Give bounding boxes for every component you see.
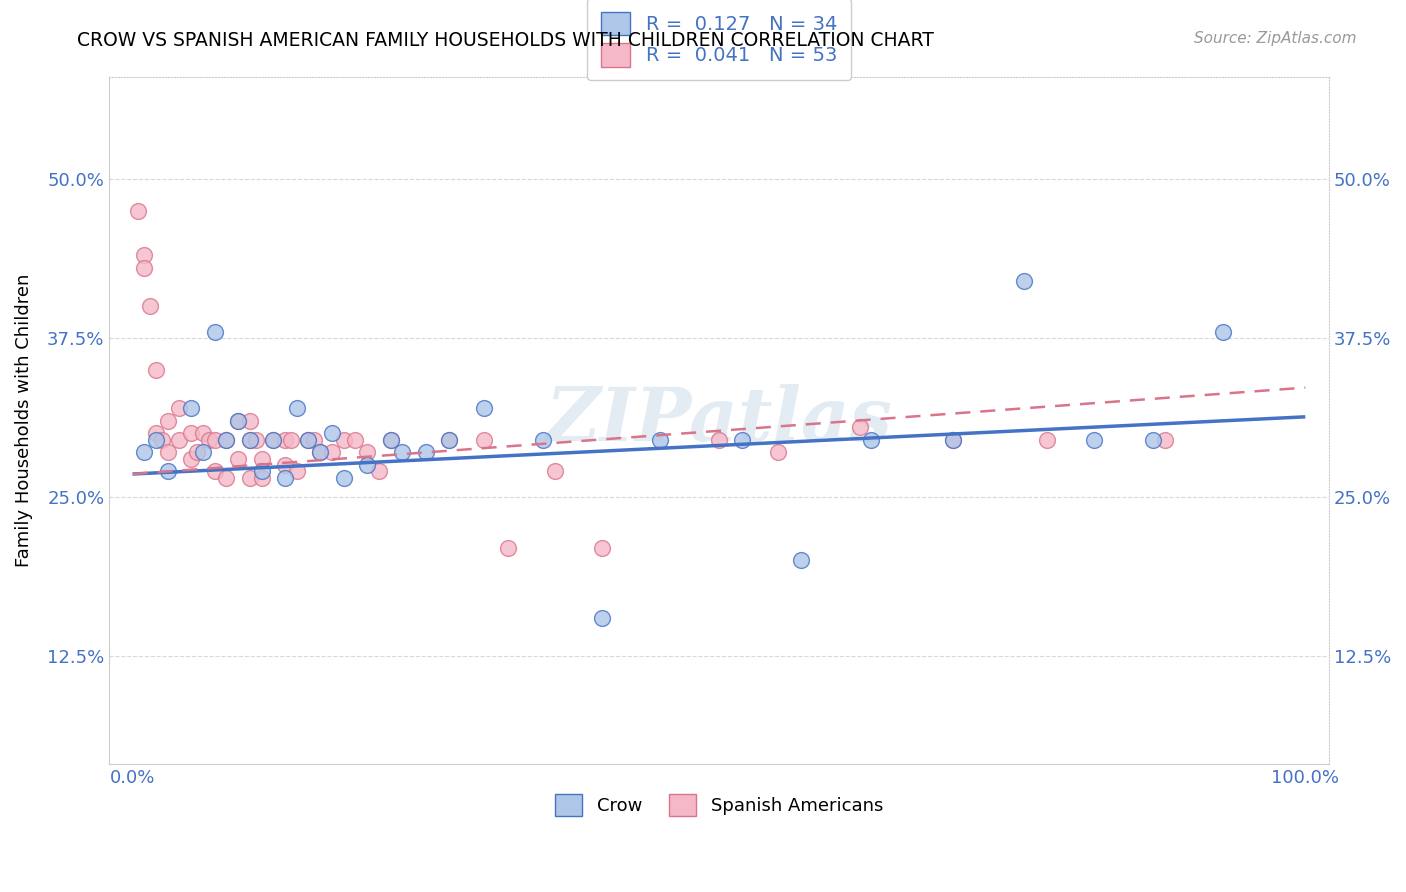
- Point: [226, 414, 249, 428]
- Point: [250, 471, 273, 485]
- Point: [731, 433, 754, 447]
- Point: [156, 414, 179, 428]
- Text: Source: ZipAtlas.com: Source: ZipAtlas.com: [1194, 31, 1357, 46]
- Point: [848, 420, 870, 434]
- Point: [150, 433, 173, 447]
- Point: [215, 433, 238, 447]
- Point: [297, 433, 319, 447]
- Y-axis label: Family Households with Children: Family Households with Children: [15, 274, 32, 567]
- Point: [274, 433, 297, 447]
- Point: [169, 401, 191, 415]
- Point: [1036, 433, 1059, 447]
- Point: [180, 426, 202, 441]
- Point: [215, 471, 238, 485]
- Point: [145, 363, 167, 377]
- Point: [204, 465, 226, 479]
- Point: [134, 445, 156, 459]
- Point: [169, 433, 191, 447]
- Point: [191, 445, 214, 459]
- Point: [942, 433, 965, 447]
- Point: [1212, 325, 1234, 339]
- Point: [332, 433, 354, 447]
- Point: [367, 465, 389, 479]
- Point: [145, 426, 167, 441]
- Point: [156, 445, 179, 459]
- Point: [1012, 274, 1035, 288]
- Point: [474, 433, 496, 447]
- Point: [134, 261, 156, 276]
- Point: [309, 445, 332, 459]
- Point: [239, 471, 262, 485]
- Point: [304, 433, 326, 447]
- Point: [191, 426, 214, 441]
- Point: [860, 433, 883, 447]
- Point: [356, 458, 378, 472]
- Point: [285, 401, 308, 415]
- Point: [332, 471, 354, 485]
- Point: [139, 299, 162, 313]
- Point: [531, 433, 554, 447]
- Point: [1142, 433, 1164, 447]
- Point: [380, 433, 402, 447]
- Point: [274, 471, 297, 485]
- Point: [544, 465, 567, 479]
- Point: [321, 445, 343, 459]
- Point: [180, 451, 202, 466]
- Point: [250, 451, 273, 466]
- Point: [198, 433, 221, 447]
- Point: [127, 203, 149, 218]
- Point: [274, 458, 297, 472]
- Point: [245, 433, 267, 447]
- Point: [145, 433, 167, 447]
- Point: [380, 433, 402, 447]
- Point: [650, 433, 672, 447]
- Point: [186, 445, 208, 459]
- Text: ZIPatlas: ZIPatlas: [546, 384, 893, 457]
- Point: [156, 465, 179, 479]
- Point: [391, 445, 413, 459]
- Point: [297, 433, 319, 447]
- Point: [215, 433, 238, 447]
- Point: [1083, 433, 1105, 447]
- Point: [204, 433, 226, 447]
- Point: [134, 248, 156, 262]
- Point: [226, 414, 249, 428]
- Point: [474, 401, 496, 415]
- Point: [415, 445, 437, 459]
- Point: [180, 401, 202, 415]
- Point: [309, 445, 332, 459]
- Point: [285, 465, 308, 479]
- Point: [942, 433, 965, 447]
- Point: [591, 610, 613, 624]
- Point: [496, 541, 519, 555]
- Point: [437, 433, 460, 447]
- Point: [591, 541, 613, 555]
- Point: [250, 465, 273, 479]
- Point: [226, 451, 249, 466]
- Text: CROW VS SPANISH AMERICAN FAMILY HOUSEHOLDS WITH CHILDREN CORRELATION CHART: CROW VS SPANISH AMERICAN FAMILY HOUSEHOL…: [77, 31, 934, 50]
- Point: [204, 325, 226, 339]
- Point: [344, 433, 367, 447]
- Point: [280, 433, 302, 447]
- Point: [262, 433, 284, 447]
- Point: [437, 433, 460, 447]
- Point: [321, 426, 343, 441]
- Legend: Crow, Spanish Americans: Crow, Spanish Americans: [548, 787, 890, 823]
- Point: [239, 433, 262, 447]
- Point: [707, 433, 730, 447]
- Point: [262, 433, 284, 447]
- Point: [1153, 433, 1175, 447]
- Point: [239, 433, 262, 447]
- Point: [766, 445, 789, 459]
- Point: [790, 553, 813, 567]
- Point: [239, 414, 262, 428]
- Point: [356, 445, 378, 459]
